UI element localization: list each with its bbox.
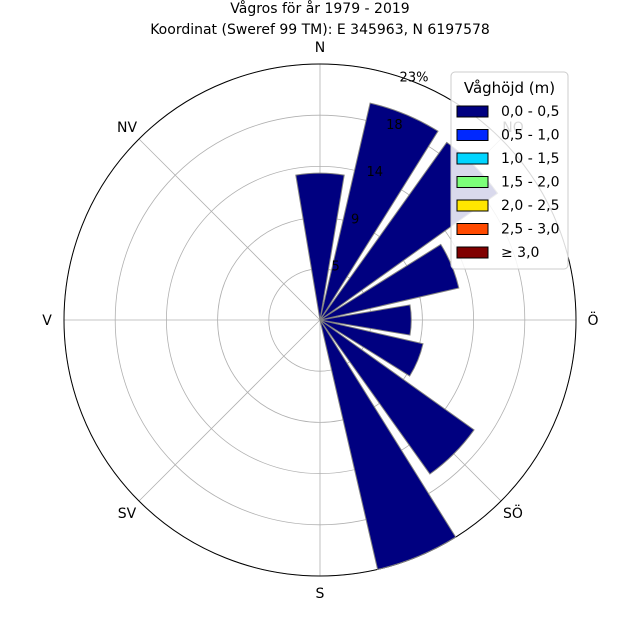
legend-title: Våghöjd (m) — [464, 79, 555, 97]
polar-frame — [63, 63, 577, 577]
rose-bar-v — [319, 319, 475, 475]
rose-bar-sv — [319, 319, 424, 377]
grid-spoke — [138, 138, 321, 321]
direction-label-sö: SÖ — [503, 504, 523, 522]
grid-ring — [114, 114, 526, 526]
legend-label: 1,0 - 1,5 — [501, 151, 559, 167]
legend-label: ≥ 3,0 — [501, 245, 539, 261]
rose-bar-n — [295, 172, 345, 321]
rose-bar-no — [319, 102, 439, 321]
legend-swatch — [456, 199, 489, 212]
radial-tick-label: 14 — [367, 165, 384, 180]
direction-label-s: S — [316, 586, 325, 602]
chart-title: Vågros för år 1979 - 2019 — [230, 0, 409, 17]
radial-tick-label: 9 — [351, 212, 359, 227]
legend-label: 0,5 - 1,0 — [501, 128, 559, 144]
legend-swatch — [456, 223, 489, 235]
radial-ticks: 5 9 14 18 23% — [331, 71, 428, 275]
legend-label: 1,5 - 2,0 — [501, 175, 559, 191]
rose-bar-nv — [319, 319, 457, 570]
rose-bars — [295, 102, 499, 570]
legend-label: 0,0 - 0,5 — [501, 104, 559, 120]
legend-swatch — [456, 246, 489, 259]
legend-swatch — [456, 105, 489, 118]
legend-swatch — [456, 152, 489, 165]
legend-box — [450, 71, 569, 270]
direction-label-sv: SV — [118, 506, 137, 522]
direction-label-v: V — [42, 313, 52, 329]
legend-label: 2,5 - 3,0 — [501, 222, 559, 238]
radial-tick-label: 5 — [331, 260, 339, 275]
legend: Våghöjd (m) 0,0 - 0,5 0,5 - 1,0 1,0 - 1,5 1,… — [450, 71, 569, 270]
direction-label-n: N — [315, 40, 325, 56]
legend-swatch — [456, 176, 489, 188]
chart-subtitle: Koordinat (Sweref 99 TM): E 345963, N 61… — [150, 22, 490, 38]
rose-bar-s — [319, 304, 412, 336]
direction-label-ö: Ö — [587, 311, 598, 329]
direction-label-nv: NV — [117, 120, 137, 136]
grid-spoke — [138, 319, 321, 502]
legend-label: 2,0 - 2,5 — [501, 198, 559, 214]
grid-ring — [165, 165, 475, 475]
radial-tick-label: 23% — [400, 71, 429, 86]
legend-swatch — [456, 129, 489, 141]
radial-tick-label: 18 — [386, 118, 403, 133]
